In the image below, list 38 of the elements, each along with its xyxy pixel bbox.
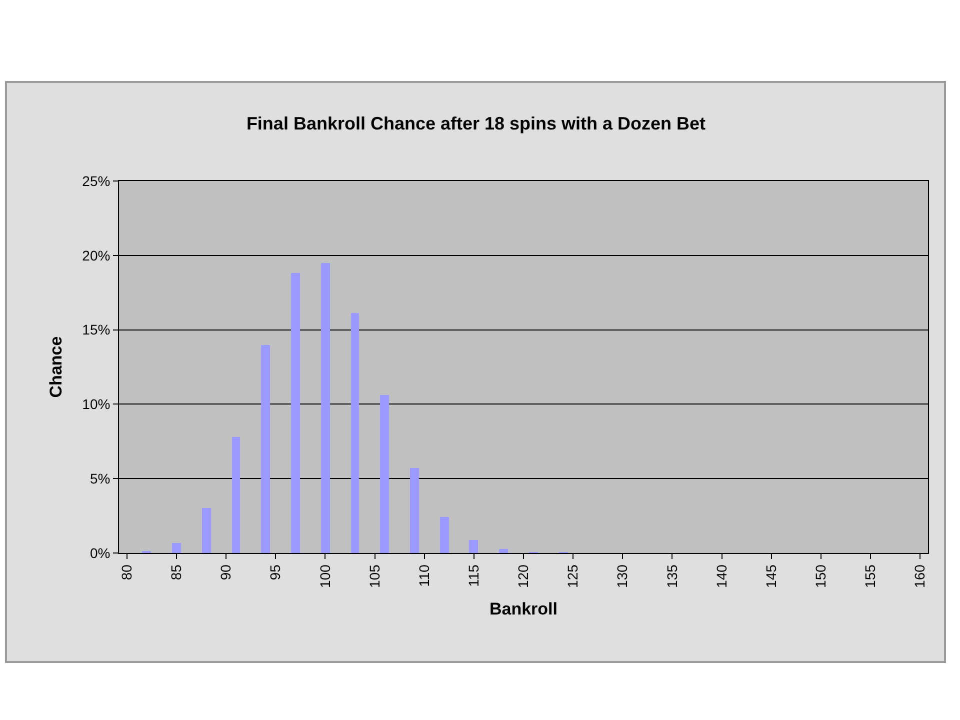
bar bbox=[232, 437, 240, 553]
x-tick-label: 80 bbox=[118, 564, 134, 580]
x-tick-label: 115 bbox=[465, 564, 482, 587]
x-axis-title: Bankroll bbox=[489, 599, 558, 618]
bar bbox=[440, 517, 449, 553]
bar bbox=[291, 273, 300, 553]
chart-title: Final Bankroll Chance after 18 spins with a Dozen Bet bbox=[246, 113, 706, 134]
x-tick-label: 100 bbox=[316, 564, 333, 588]
y-tick-label: 25% bbox=[82, 172, 110, 189]
y-axis-title: Chance bbox=[46, 336, 66, 398]
bar bbox=[172, 543, 181, 553]
x-tick-label: 130 bbox=[614, 564, 630, 588]
bar bbox=[499, 549, 508, 553]
x-tick-label: 145 bbox=[762, 564, 779, 588]
bar bbox=[321, 263, 330, 553]
x-tick-label: 120 bbox=[515, 564, 532, 588]
x-tick-label: 140 bbox=[713, 564, 730, 588]
bar bbox=[410, 468, 419, 553]
x-tick-label: 105 bbox=[366, 564, 382, 588]
x-tick-label: 135 bbox=[664, 564, 680, 588]
y-tick-label: 20% bbox=[82, 247, 110, 264]
bar bbox=[261, 345, 270, 553]
x-tick-label: 150 bbox=[812, 564, 828, 588]
bar bbox=[202, 508, 211, 553]
x-tick-label: 85 bbox=[168, 564, 184, 580]
x-tick-label: 125 bbox=[564, 564, 581, 588]
x-tick-label: 90 bbox=[218, 564, 234, 580]
y-tick-label: 15% bbox=[82, 322, 110, 338]
bar bbox=[351, 313, 359, 553]
x-tick-label: 160 bbox=[912, 564, 928, 588]
bar bbox=[380, 395, 389, 553]
y-tick-label: 0% bbox=[90, 544, 110, 561]
x-tick-label: 155 bbox=[862, 564, 878, 588]
bar bbox=[469, 540, 478, 553]
x-tick-label: 95 bbox=[267, 564, 284, 580]
y-tick-label: 5% bbox=[90, 470, 110, 486]
x-tick-label: 110 bbox=[416, 564, 432, 587]
y-tick-label: 10% bbox=[82, 396, 110, 412]
